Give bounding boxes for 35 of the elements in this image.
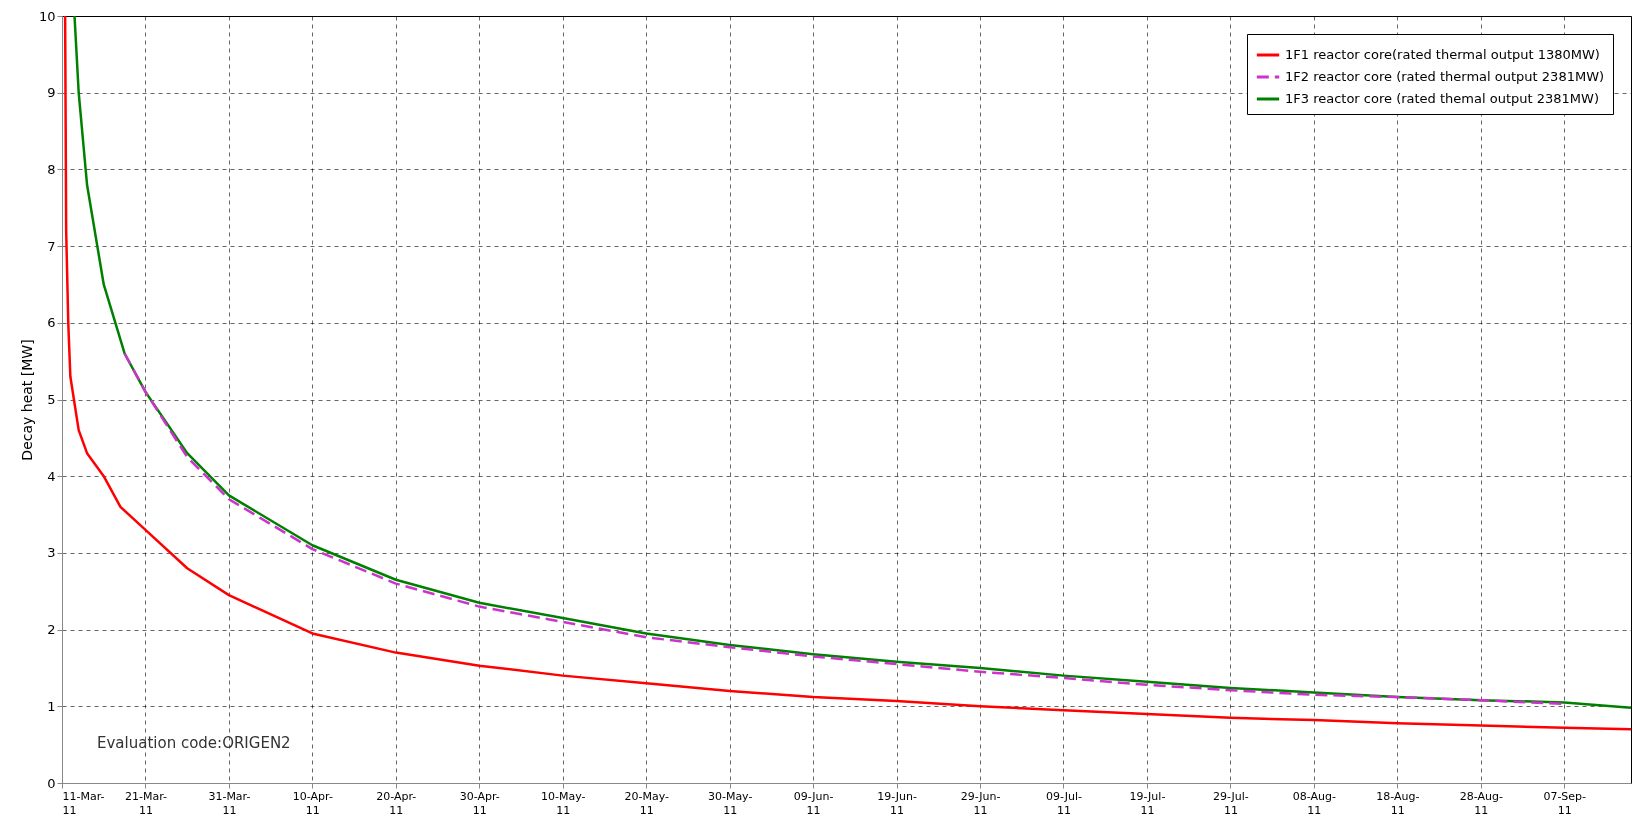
legend-label: 1F3 reactor core (rated themal output 2381MW) <box>1285 91 1599 106</box>
y-tick-label: 5 <box>47 392 56 407</box>
annotation: Evaluation code:ORIGEN2 <box>97 734 291 752</box>
y-tick-label: 4 <box>47 468 56 484</box>
y-tick-label: 7 <box>47 238 56 254</box>
x-tick-label: 10-Apr- 11 <box>292 789 333 817</box>
x-tick-label: 29-Jun- 11 <box>960 789 1001 817</box>
x-tick-label: 21-Mar- 11 <box>124 789 167 817</box>
x-tick-label: 07-Sep- 11 <box>1543 789 1587 817</box>
x-tick-label: 08-Aug- 11 <box>1292 789 1336 817</box>
x-tick-label: 20-May- 11 <box>624 789 669 817</box>
x-tick-label: 30-May- 11 <box>707 789 753 817</box>
y-tick-label: 0 <box>47 775 56 791</box>
y-tick-label: 3 <box>47 545 56 561</box>
legend-label: 1F2 reactor core (rated thermal output 2381MW) <box>1285 69 1605 84</box>
x-tick-label: 18-Aug- 11 <box>1376 789 1420 817</box>
x-tick-label: 28-Aug- 11 <box>1459 789 1503 817</box>
y-tick-label: 10 <box>38 8 56 24</box>
y-tick-label: 8 <box>47 161 56 177</box>
legend-label: 1F1 reactor core(rated thermal output 1380MW) <box>1285 47 1600 62</box>
y-tick-label: 6 <box>47 315 56 331</box>
y-tick-label: 1 <box>47 698 56 714</box>
y-tick-label: 2 <box>47 622 56 638</box>
y-tick-label: 9 <box>47 85 56 101</box>
x-tick-label: 30-Apr- 11 <box>459 789 500 817</box>
y-axis-title: Decay heat [MW] <box>18 339 35 461</box>
x-tick-label: 09-Jun- 11 <box>793 789 834 817</box>
x-tick-label: 31-Mar- 11 <box>208 789 251 817</box>
x-tick-label: 19-Jun- 11 <box>877 789 917 817</box>
x-tick-label: 09-Jul- 11 <box>1046 789 1082 817</box>
x-tick-label: 20-Apr- 11 <box>376 789 417 817</box>
x-tick-label: 29-Jul- 11 <box>1212 789 1249 817</box>
x-tick-label: 10-May- 11 <box>541 789 586 817</box>
x-tick-label: 11-Mar- 11 <box>62 789 105 817</box>
x-tick-label: 19-Jul- 11 <box>1129 789 1166 817</box>
